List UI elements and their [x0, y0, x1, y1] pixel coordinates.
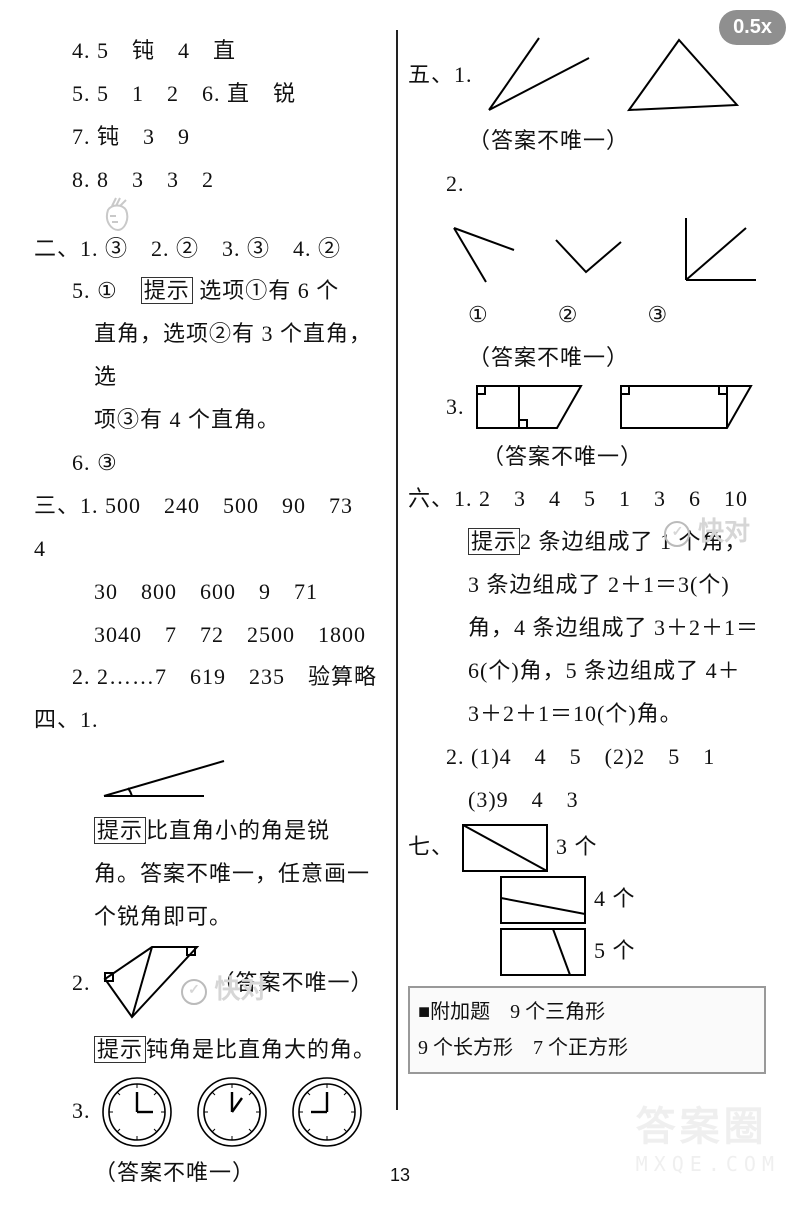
- c4: 4 个: [594, 878, 636, 921]
- sec4-1b: 角。答案不唯一，任意画一: [34, 853, 386, 896]
- sec6-hc: 角，4 条边组成了 3＋2＋1＝: [408, 607, 766, 650]
- sec6-2b: (3)9 4 3: [408, 779, 766, 822]
- sec2-5-lead: 5. ①: [72, 278, 141, 303]
- sec5-head-text: 五、1.: [408, 54, 473, 97]
- c5: 5 个: [594, 930, 636, 973]
- sec3-head: 三、1. 500 240 500 90 73 4: [34, 485, 386, 571]
- col-right: 五、1. （答案不唯一） 2. ① ② ③ （答案不唯一） 3.: [402, 30, 772, 1110]
- labels-123: ① ② ③: [408, 294, 766, 337]
- sec6-2: 2. (1)4 4 5 (2)2 5 1: [408, 736, 766, 779]
- fig-obtuse: [97, 939, 207, 1029]
- fig-acute: [34, 746, 386, 806]
- sec6-hint: 提示2 条边组成了 1 个角，: [408, 521, 766, 564]
- hint-label: 提示: [141, 277, 193, 304]
- sec5-head: 五、1.: [408, 30, 766, 120]
- sec2-head: 二、1. ③ 2. ② 3. ③ 4. ②: [34, 228, 386, 271]
- fig-clocks: [97, 1072, 377, 1152]
- sec4-2-note: （答案不唯一）: [213, 962, 374, 1005]
- sec7-1: 七、 3 个: [408, 822, 766, 874]
- page: 0.5x 4. 5 钝 4 直 5. 5 1 2 6. 直 锐 7. 钝 3 9…: [0, 0, 800, 1206]
- page-number: 13: [0, 1165, 800, 1186]
- bonus-box: ■附加题 9 个三角形 9 个长方形 7 个正方形: [408, 986, 766, 1074]
- sec5-3-lead: 3.: [446, 386, 465, 429]
- hint-label-3: 提示: [94, 1036, 146, 1063]
- columns: 4. 5 钝 4 直 5. 5 1 2 6. 直 锐 7. 钝 3 9 8. 8…: [28, 30, 772, 1110]
- sec4-1a: 比直角小的角是锐: [146, 818, 330, 843]
- sec7-3: 七、 5 个: [408, 926, 766, 978]
- l4: 4. 5 钝 4 直: [34, 30, 386, 73]
- sec4-2-hint: 钝角是比直角大的角。: [146, 1037, 376, 1062]
- sec3-r3: 3040 7 72 2500 1800: [34, 614, 386, 657]
- sec2-5c: 项③有 4 个直角。: [34, 399, 386, 442]
- sec6-hb: 3 条边组成了 2＋1＝3(个): [408, 564, 766, 607]
- sec6-he: 3＋2＋1＝10(个)角。: [408, 693, 766, 736]
- sec7-2: 七、 4 个: [408, 874, 766, 926]
- l7: 7. 钝 3 9: [34, 116, 386, 159]
- sec4-1c: 个锐角即可。: [34, 896, 386, 939]
- sec2-5b: 直角，选项②有 3 个直角，选: [34, 313, 386, 399]
- sec2-5: 5. ① 提示 选项①有 6 个: [34, 270, 386, 313]
- rect-5: [498, 926, 588, 978]
- sec3-r2: 30 800 600 9 71: [34, 571, 386, 614]
- bonus-a: ■附加题 9 个三角形: [418, 994, 756, 1030]
- sec6-head: 六、1. 2 3 4 5 1 3 6 10: [408, 478, 766, 521]
- sec6-hd: 6(个)角，5 条边组成了 4＋: [408, 650, 766, 693]
- sec4-head: 四、1.: [34, 699, 386, 742]
- sec3-2: 2. 2……7 619 235 验算略: [34, 656, 386, 699]
- sec4-1hint: 提示比直角小的角是锐: [34, 810, 386, 853]
- fig-trapezoids: [471, 380, 761, 436]
- rect-4: [498, 874, 588, 926]
- fig-5-1: [479, 30, 739, 120]
- hint-label-2: 提示: [94, 817, 146, 844]
- zoom-badge: 0.5x: [719, 10, 786, 45]
- fig-5-2: [408, 210, 766, 290]
- sec4-2-lead: 2.: [72, 962, 91, 1005]
- sec5-3: 3.: [408, 380, 766, 436]
- sec4-2: 2. （答案不唯一）: [34, 939, 386, 1029]
- column-divider: [396, 30, 398, 1110]
- c3: 3 个: [556, 826, 598, 869]
- l5: 5. 5 1 2 6. 直 锐: [34, 73, 386, 116]
- sec7-head: 七、: [408, 826, 454, 869]
- sec5-2-note: （答案不唯一）: [408, 337, 766, 380]
- sec5-3-note: （答案不唯一）: [408, 436, 766, 479]
- sec4-3-lead: 3.: [72, 1090, 91, 1133]
- sec4-2hint: 提示钝角是比直角大的角。: [34, 1029, 386, 1072]
- sec2-6: 6. ③: [34, 442, 386, 485]
- sec5-2: 2.: [408, 163, 766, 206]
- sec5-1-note: （答案不唯一）: [408, 120, 766, 163]
- bonus-b: 9 个长方形 7 个正方形: [418, 1030, 756, 1066]
- col-left: 4. 5 钝 4 直 5. 5 1 2 6. 直 锐 7. 钝 3 9 8. 8…: [28, 30, 392, 1110]
- sec6-ha: 2 条边组成了 1 个角，: [520, 529, 748, 554]
- sec2-5-a: 选项①有 6 个: [193, 278, 340, 303]
- hint-label-4: 提示: [468, 528, 520, 555]
- sec4-3: 3.: [34, 1072, 386, 1152]
- rect-3: [460, 822, 550, 874]
